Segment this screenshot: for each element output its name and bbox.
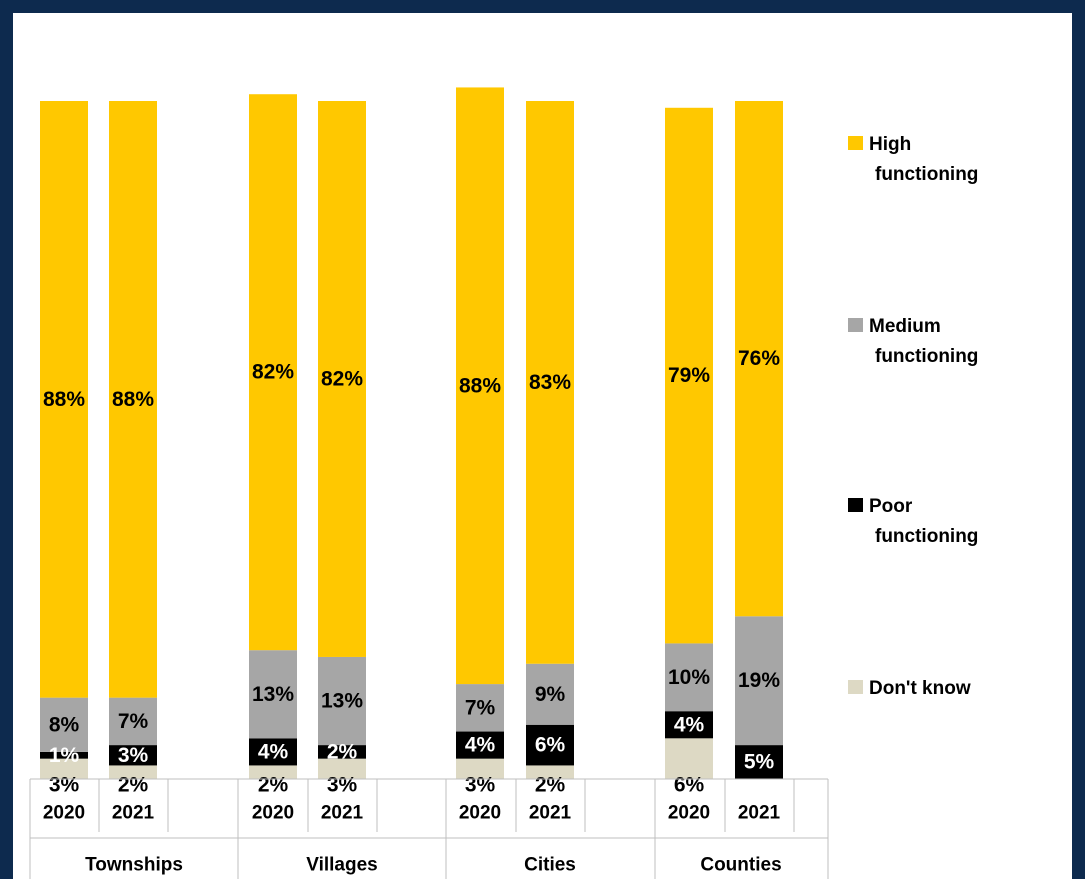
bar-don-t-know-4 (318, 758, 366, 779)
bar-medium-functioning-7 (665, 643, 713, 712)
bar-poor-functioning-5 (456, 731, 504, 759)
bar-don-t-know-6 (526, 765, 574, 779)
legend-item-poor: Poor functioning (848, 492, 978, 552)
tick-label-group-villages: Villages (306, 855, 377, 876)
data-label-poor-functioning-3: 4% (258, 740, 289, 763)
data-label-medium-functioning-8: 19% (738, 669, 780, 692)
bar-poor-functioning-1 (40, 751, 88, 759)
data-label-medium-functioning-3: 13% (252, 683, 294, 706)
bar-medium-functioning-2 (109, 697, 157, 746)
tick-label-year-3: 2020 (252, 803, 294, 824)
tick-label-year-2: 2021 (112, 803, 155, 824)
tick-label-year-6: 2021 (529, 803, 572, 824)
bar-don-t-know-1 (40, 758, 88, 779)
bar-poor-functioning-3 (249, 738, 297, 766)
data-label-don-t-know-7: 6% (674, 774, 705, 797)
bar-poor-functioning-7 (665, 711, 713, 739)
tick-label-year-1: 2020 (43, 803, 85, 824)
tick-label-group-cities: Cities (524, 855, 576, 876)
legend-swatch-medium (848, 318, 863, 332)
data-label-don-t-know-3: 2% (258, 774, 289, 797)
bar-poor-functioning-2 (109, 745, 157, 766)
legend-swatch-poor (848, 498, 863, 512)
data-label-high-functioning-1: 88% (43, 388, 85, 411)
bar-medium-functioning-4 (318, 656, 366, 746)
data-label-high-functioning-6: 83% (529, 371, 571, 394)
bar-don-t-know-3 (249, 765, 297, 779)
bar-medium-functioning-1 (40, 697, 88, 752)
legend-swatch-high (848, 136, 863, 150)
data-label-high-functioning-3: 82% (252, 361, 294, 384)
data-label-poor-functioning-2: 3% (118, 744, 149, 767)
bar-high-functioning-8 (735, 101, 783, 617)
data-label-poor-functioning-8: 5% (744, 751, 775, 774)
bar-high-functioning-7 (665, 107, 713, 644)
data-label-high-functioning-5: 88% (459, 374, 501, 397)
bar-medium-functioning-8 (735, 616, 783, 746)
bar-high-functioning-4 (318, 101, 366, 657)
data-label-don-t-know-4: 3% (327, 774, 358, 797)
legend-item-medium: Medium functioning (848, 312, 978, 372)
data-label-poor-functioning-1: 1% (49, 744, 80, 767)
bar-high-functioning-5 (456, 87, 504, 685)
bar-high-functioning-3 (249, 94, 297, 651)
data-label-high-functioning-2: 88% (112, 388, 154, 411)
legend-swatch-dont-know (848, 680, 863, 694)
data-label-poor-functioning-6: 6% (535, 734, 566, 757)
bar-medium-functioning-3 (249, 650, 297, 739)
data-label-poor-functioning-4: 2% (327, 740, 358, 763)
legend-item-high: High functioning (848, 130, 978, 190)
data-label-don-t-know-1: 3% (49, 774, 80, 797)
bar-don-t-know-2 (109, 765, 157, 779)
data-label-medium-functioning-4: 13% (321, 690, 363, 713)
bar-high-functioning-2 (109, 101, 157, 698)
bar-don-t-know-5 (456, 758, 504, 779)
data-label-medium-functioning-2: 7% (118, 710, 149, 733)
data-label-don-t-know-2: 2% (118, 774, 149, 797)
bar-high-functioning-6 (526, 101, 574, 664)
data-label-high-functioning-8: 76% (738, 347, 780, 370)
data-label-don-t-know-6: 2% (535, 774, 566, 797)
tick-label-year-8: 2021 (738, 803, 781, 824)
stacked-bar-chart: 3% 1% 8% 88% 2% 3% 7% 88% 2% 4% 13% 82% 3% 2% 13% 82% 3%… (29, 87, 829, 879)
data-label-poor-functioning-5: 4% (465, 734, 496, 757)
bar-high-functioning-1 (40, 101, 88, 698)
tick-label-group-counties: Counties (700, 855, 781, 876)
data-label-medium-functioning-7: 10% (668, 666, 710, 689)
bar-poor-functioning-8 (735, 745, 783, 779)
tick-label-year-5: 2020 (459, 803, 501, 824)
tick-label-year-4: 2021 (321, 803, 364, 824)
legend-item-dont-know: Don't know (848, 674, 971, 704)
bar-poor-functioning-4 (318, 745, 366, 759)
bar-don-t-know-7 (665, 738, 713, 779)
data-label-medium-functioning-1: 8% (49, 713, 80, 736)
tick-label-year-7: 2020 (668, 803, 710, 824)
data-label-high-functioning-7: 79% (668, 364, 710, 387)
tick-label-group-townships: Townships (85, 855, 183, 876)
bar-poor-functioning-6 (526, 724, 574, 766)
data-label-poor-functioning-7: 4% (674, 713, 705, 736)
bar-medium-functioning-6 (526, 663, 574, 725)
data-label-medium-functioning-6: 9% (535, 683, 566, 706)
data-label-high-functioning-4: 82% (321, 367, 363, 390)
data-label-don-t-know-5: 3% (465, 774, 496, 797)
data-label-medium-functioning-5: 7% (465, 696, 496, 719)
bar-medium-functioning-5 (456, 684, 504, 732)
chart-panel: 3% 1% 8% 88% 2% 3% 7% 88% 2% 4% 13% 82% 3% 2% 13% 82% 3%… (13, 13, 1072, 879)
